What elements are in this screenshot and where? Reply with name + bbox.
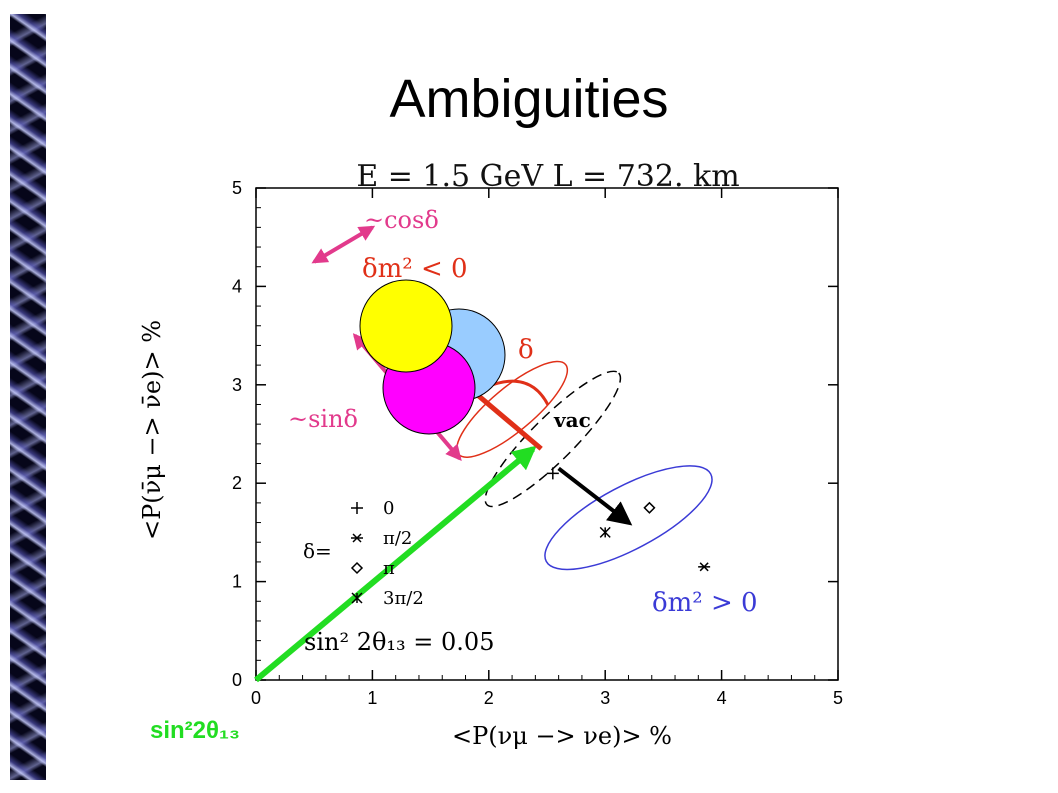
legend-marker-star-c <box>352 533 362 543</box>
y-tick-label: 0 <box>232 670 242 690</box>
data-point-star <box>698 562 711 572</box>
vacuum-label: vac <box>553 408 591 432</box>
data-point-diamond <box>643 501 656 514</box>
data-point-cross <box>599 526 611 538</box>
x-axis-label: <P(νμ −> νe)> % <box>452 722 672 750</box>
data-point-diamond-d <box>643 501 656 514</box>
slide-title: Ambiguities <box>389 69 669 129</box>
x-tick-label: 5 <box>833 688 843 708</box>
delta-label: δ <box>518 335 534 365</box>
positive-mass-splitting-label: δm² > 0 <box>652 588 758 618</box>
legend-label: 3π/2 <box>383 588 424 609</box>
sin2-theta13-axis-annotation: sin²2θ₁₃ <box>150 717 240 744</box>
cos-delta-annotation: ~cosδ <box>364 206 439 234</box>
sin-delta-annotation: ~sinδ <box>288 405 358 433</box>
plot-frame <box>255 187 839 681</box>
legend-marker-star <box>351 533 363 543</box>
legend-marker-diamond-d <box>350 561 364 575</box>
legend-label: π/2 <box>383 528 412 549</box>
decorative-side-strip <box>10 14 46 780</box>
x-tick-label: 2 <box>484 688 494 708</box>
legend-marker-cross <box>351 592 363 604</box>
legend-prefix: δ= <box>303 539 332 563</box>
x-axis: 0 1 2 3 4 5 <box>251 188 843 708</box>
chart-title: E = 1.5 GeV L = 732. km <box>356 159 739 194</box>
negative-mass-splitting-label: δm² < 0 <box>362 254 468 284</box>
legend: 0 π/2 π 3π/2 <box>350 498 424 609</box>
x-tick-label: 1 <box>367 688 377 708</box>
legend-marker-plus <box>351 502 363 514</box>
legend-label: 0 <box>383 498 394 519</box>
black-arrow <box>557 466 633 526</box>
parameter-text: sin² 2θ₁₃ = 0.05 <box>304 628 494 656</box>
data-point-star-c <box>699 562 709 572</box>
green-arrow <box>254 445 537 683</box>
y-tick-label: 2 <box>232 473 242 493</box>
overlay-circle-yellow <box>359 279 453 373</box>
ellipse-series-0 <box>544 465 713 571</box>
cos-arrow <box>311 225 376 264</box>
legend-label: π <box>383 558 395 579</box>
x-tick-label: 0 <box>251 688 261 708</box>
x-tick-label: 4 <box>717 688 727 708</box>
legend-marker-diamond <box>350 561 364 575</box>
y-tick-label: 4 <box>232 276 242 296</box>
y-tick-label: 1 <box>232 572 242 592</box>
y-axis-label: <P(ν̄μ −> ν̄e)> % <box>138 320 166 540</box>
x-tick-label: 3 <box>600 688 610 708</box>
data-point-plus <box>546 467 559 480</box>
y-tick-label: 5 <box>232 178 242 198</box>
y-tick-label: 3 <box>232 375 242 395</box>
y-axis: 0 1 2 3 4 5 <box>232 178 838 690</box>
